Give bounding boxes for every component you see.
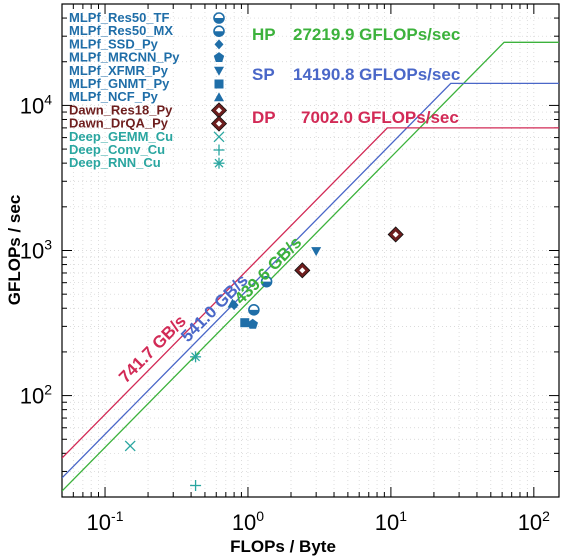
legend-label: MLPf_Res50_TF: [69, 10, 169, 25]
point-mlpf-res50-mx: [260, 275, 273, 288]
bandwidth-label-sp: 541.0 GB/s: [177, 271, 252, 346]
legend-label: Dawn_Res18_Py: [69, 102, 173, 117]
legend-marker: [213, 144, 225, 156]
legend-marker: [214, 39, 224, 50]
legend-marker: [213, 157, 225, 169]
roofline-sp: [62, 82, 559, 479]
point-dawn-res18-py: [294, 262, 311, 279]
axis-ticks: [61, 3, 559, 498]
x-tick-label: 102: [518, 508, 550, 535]
tick-labels: 10-1 100 101 102 102 103 104: [20, 91, 550, 535]
point-deep-conv-cu: [190, 480, 202, 492]
x-axis-title: FLOPs / Byte: [230, 537, 336, 556]
legend-label: Dawn_DrQA_Py: [69, 116, 169, 131]
legend-marker: [213, 131, 225, 143]
legend-marker: [213, 12, 225, 24]
point-deep-gemm-cu: [124, 440, 136, 452]
legend-label: Deep_GEMM_Cu: [69, 129, 173, 144]
legend-marker: [214, 79, 224, 89]
y-tick-label: 102: [20, 382, 52, 409]
point-mlpf-mrcnn-py: [247, 318, 258, 329]
y-axis-title: GFLOPs / sec: [5, 195, 24, 306]
point-deep-rnn-cu: [190, 351, 202, 363]
legend-label: Deep_Conv_Cu: [69, 142, 165, 157]
legend-marker: [210, 115, 228, 132]
point-mlpf-res50-tf: [248, 304, 260, 316]
legend-label: MLPf_SSD_Py: [69, 36, 159, 51]
point-mlpf-xfmr-py: [311, 247, 322, 257]
ceiling-value-sp: 14190.8 GFLOPs/sec: [293, 65, 460, 84]
bandwidth-label-hp: 439.6 GB/s: [231, 233, 306, 308]
legend-label: Deep_RNN_Cu: [69, 155, 161, 170]
ceiling-label-sp: SP: [252, 65, 275, 84]
point-dawn-drqa-py: [387, 226, 404, 243]
roofline-hp: [62, 41, 559, 492]
data-markers: [124, 226, 404, 492]
bandwidth-label-dp: 741.7 GB/s: [115, 311, 190, 386]
legend-marker: [214, 66, 224, 76]
point-mlpf-ncf-py: [227, 298, 238, 308]
legend-label: MLPf_NCF_Py: [69, 89, 159, 104]
legend-label: MLPf_MRCNN_Py: [69, 50, 180, 65]
x-tick-label: 10-1: [87, 508, 124, 535]
legend: MLPf_Res50_TFMLPf_Res50_MXMLPf_SSD_PyMLP…: [69, 10, 228, 170]
legend-marker: [214, 92, 224, 102]
roofline-dp: [62, 127, 559, 459]
legend-marker: [213, 25, 225, 38]
ceiling-label-dp: DP: [252, 108, 276, 127]
y-tick-label: 104: [20, 91, 52, 118]
rooflines: [62, 41, 559, 492]
legend-label: MLPf_GNMT_Py: [69, 76, 170, 91]
ceiling-label-hp: HP: [252, 25, 276, 44]
legend-label: MLPf_XFMR_Py: [69, 63, 169, 78]
legend-label: MLPf_Res50_MX: [69, 23, 173, 38]
point-mlpf-gnmt-py: [240, 318, 250, 328]
legend-marker: [213, 52, 225, 62]
x-tick-label: 101: [375, 508, 407, 535]
y-tick-label: 103: [20, 237, 52, 264]
x-tick-label: 100: [232, 508, 264, 535]
ceiling-value-hp: 27219.9 GFLOPs/sec: [293, 25, 460, 44]
ceiling-value-dp: 7002.0 GFLOPs/sec: [301, 108, 459, 127]
